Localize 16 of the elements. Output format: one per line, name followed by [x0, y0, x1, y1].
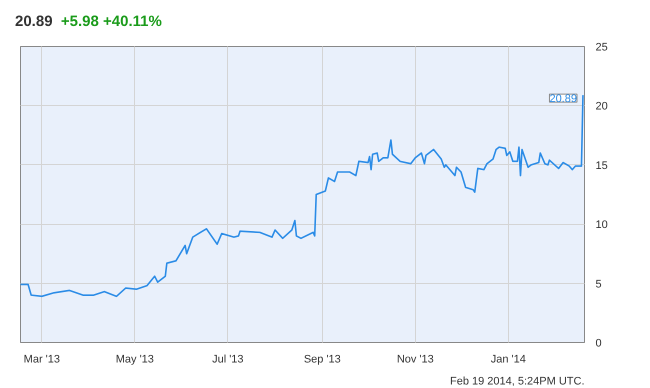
x-tick-label: Mar '13: [24, 354, 60, 366]
x-tick-label: Jul '13: [212, 354, 244, 366]
chart-title: 20.89: [15, 13, 53, 30]
y-tick-label: 25: [596, 42, 608, 54]
x-tick-label: Jan '14: [490, 354, 526, 366]
y-tick-label: 10: [596, 219, 608, 232]
x-tick-label: May '13: [116, 354, 154, 366]
chart-subtitle: +5.98 +40.11%: [60, 13, 162, 30]
x-tick-label: Sep '13: [304, 354, 341, 366]
x-tick-label: Nov '13: [396, 354, 434, 366]
y-tick-label: 15: [596, 160, 608, 172]
y-tick-label: 0: [596, 338, 602, 350]
y-tick-label: 20: [596, 100, 608, 113]
text: Feb 19 2014, 5:24PM UTC.: [450, 376, 584, 388]
y-tick-label: 5: [596, 278, 602, 290]
line-series: [20, 94, 584, 298]
